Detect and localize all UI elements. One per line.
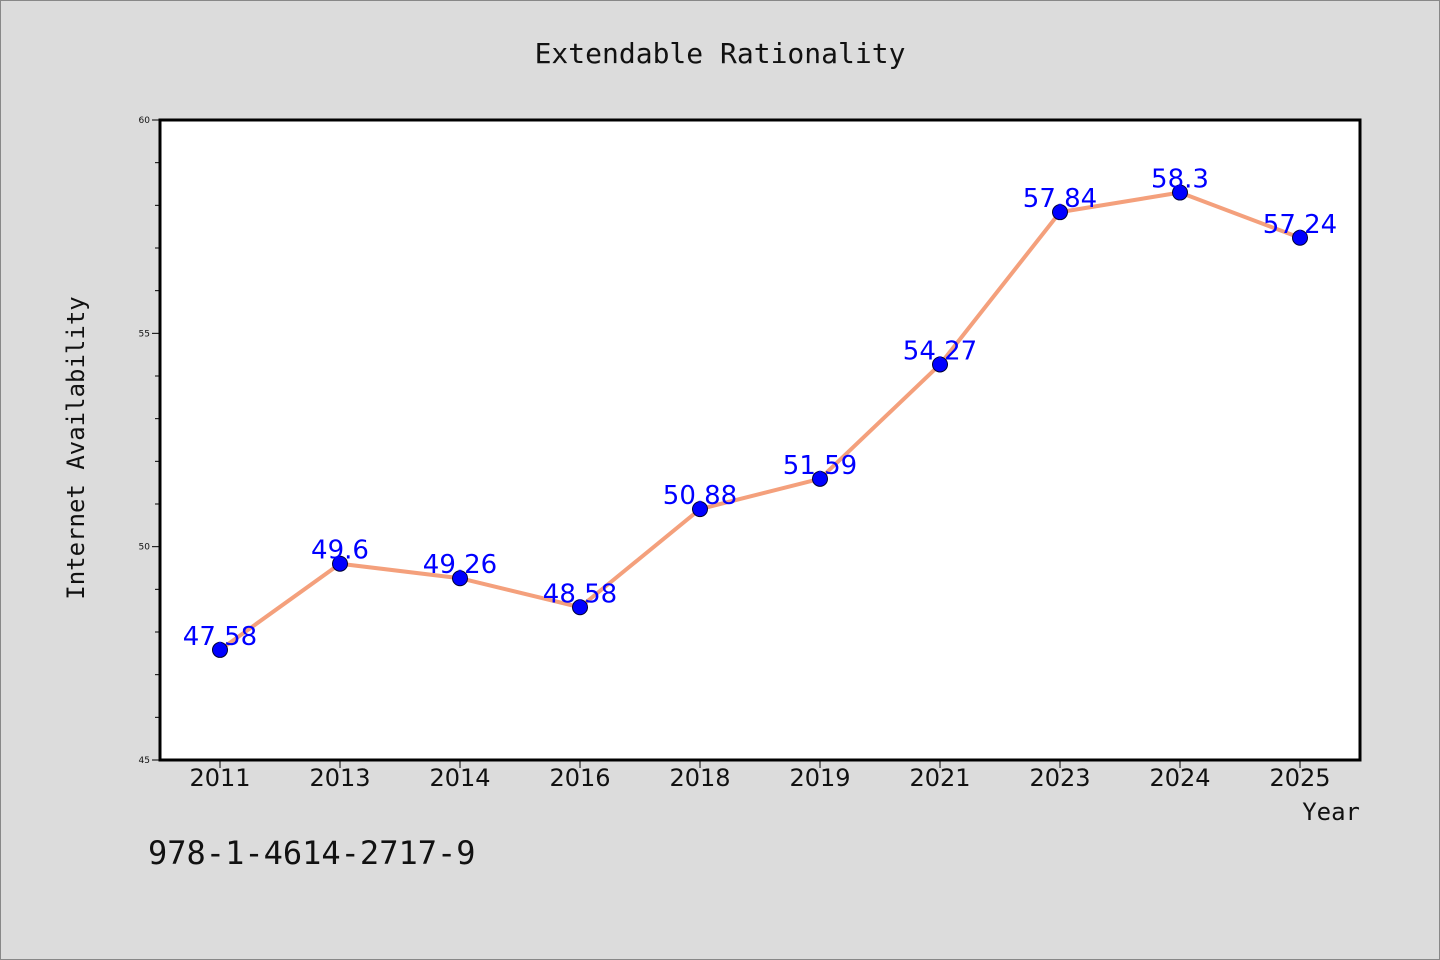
- y-axis-label: Internet Availability: [62, 296, 90, 599]
- y-tick-label: 45: [139, 756, 150, 766]
- data-point-marker: [1292, 229, 1308, 246]
- x-tick-label: 2019: [789, 764, 850, 792]
- x-tick-label: 2013: [309, 764, 370, 792]
- data-point-marker: [452, 570, 468, 587]
- data-labels: 47.58 49.6 49.26 48.58 50.88 51.59 54.27 57.84 5…: [183, 165, 1337, 652]
- plot-area: [158, 118, 1362, 762]
- data-point-marker: [212, 641, 228, 658]
- x-tick-label: 2014: [429, 764, 490, 792]
- x-tick-label: 2023: [1029, 764, 1090, 792]
- x-tick-label: 2016: [549, 764, 610, 792]
- data-point-marker: [1052, 204, 1068, 221]
- isbn-text: 978-1-4614-2717-9: [148, 834, 476, 872]
- x-tick-label: 2018: [669, 764, 730, 792]
- series-polyline: [218, 190, 1301, 652]
- y-axis: 45 50 55 60: [139, 116, 160, 766]
- x-axis: 2011 2013 2014 2016 2018 2019 2021 2023 2024 2025: [189, 760, 1331, 792]
- data-label: 49.6: [311, 536, 369, 566]
- series-line: [218, 190, 1301, 652]
- x-axis-label: Year: [1302, 798, 1360, 826]
- data-label: 51.59: [783, 451, 857, 481]
- data-label: 57.24: [1263, 210, 1337, 240]
- data-label: 49.26: [423, 550, 497, 580]
- y-tick-label: 55: [139, 329, 150, 339]
- data-label: 58.3: [1151, 165, 1209, 195]
- data-label: 57.84: [1023, 184, 1097, 214]
- series-markers: [212, 184, 1308, 658]
- data-point-marker: [692, 501, 708, 518]
- x-tick-label: 2025: [1269, 764, 1330, 792]
- y-tick-label: 60: [139, 116, 151, 126]
- chart-title: Extendable Rationality: [535, 37, 906, 70]
- x-tick-label: 2011: [189, 764, 250, 792]
- data-label: 54.27: [903, 336, 977, 366]
- x-tick-label: 2021: [909, 764, 970, 792]
- data-label: 47.58: [183, 622, 257, 652]
- data-label: 48.58: [543, 579, 617, 609]
- x-tick-label: 2024: [1149, 764, 1210, 792]
- y-tick-label: 50: [139, 543, 151, 553]
- data-label: 50.88: [663, 481, 737, 511]
- data-point-marker: [932, 356, 948, 373]
- data-point-marker: [332, 555, 348, 572]
- data-point-marker: [572, 599, 588, 616]
- data-point-marker: [1172, 184, 1188, 201]
- data-point-marker: [812, 470, 828, 487]
